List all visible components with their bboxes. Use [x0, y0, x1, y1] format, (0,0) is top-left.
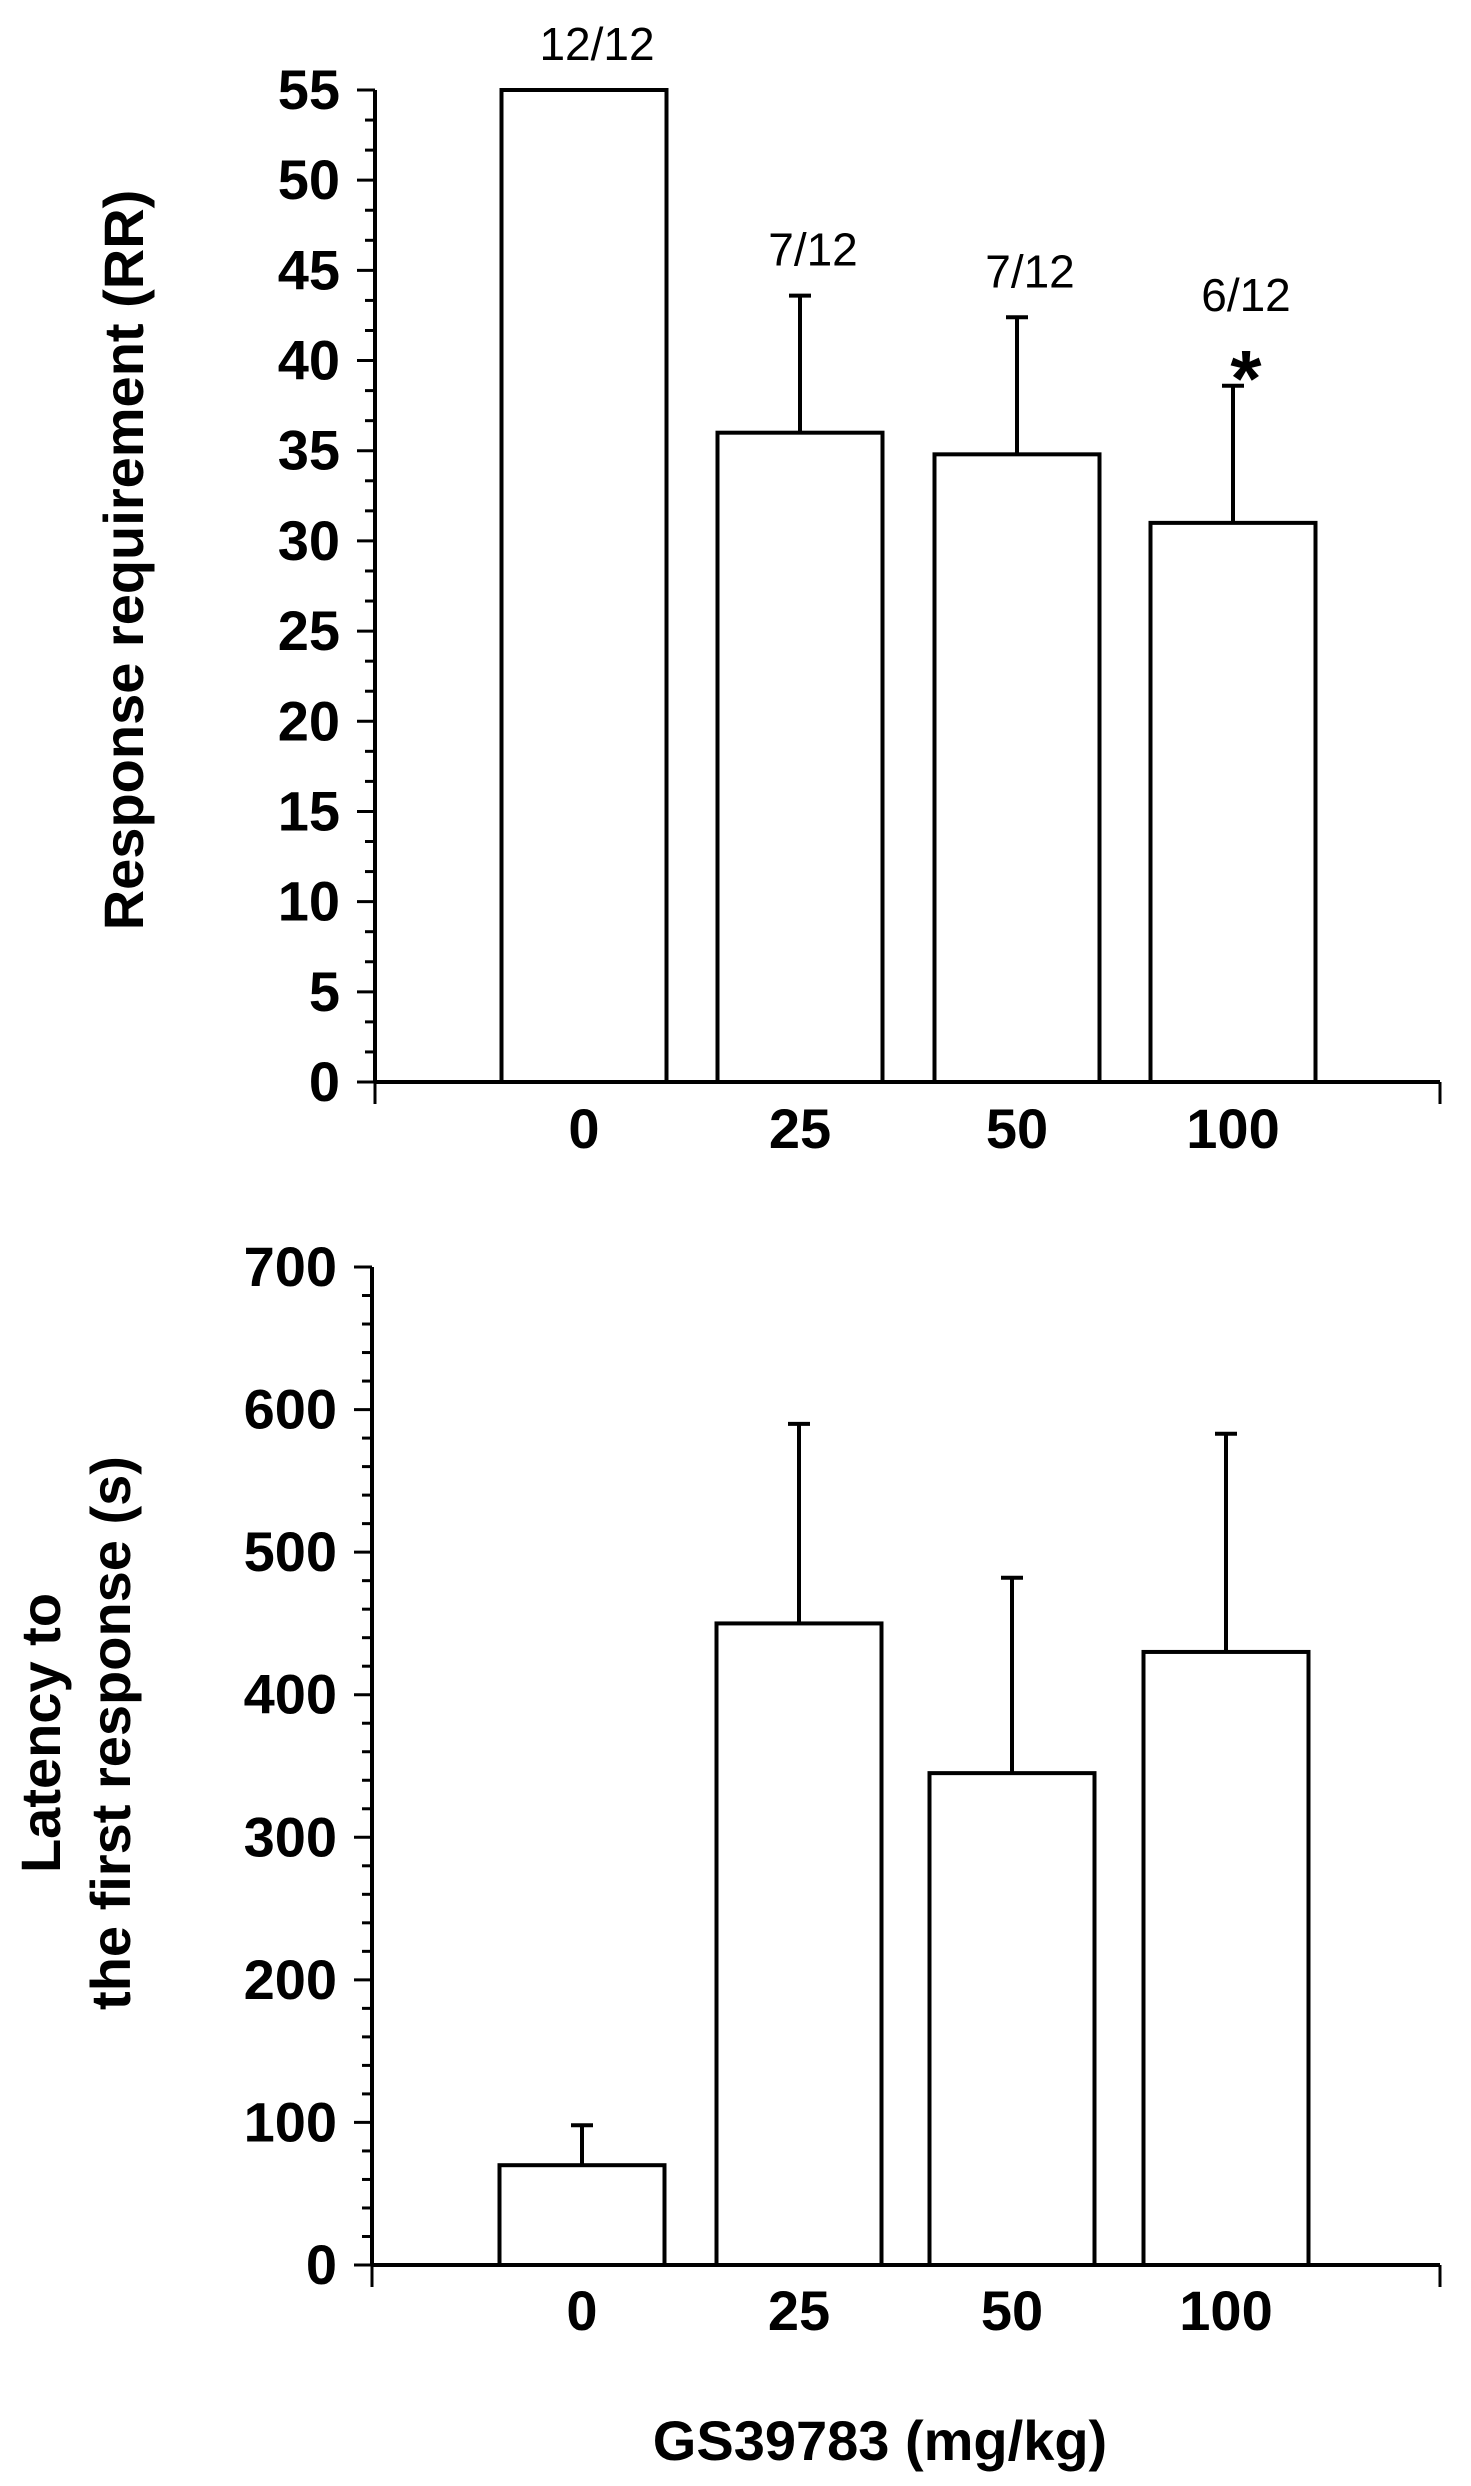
- bottom-chart-bar: [714, 1621, 884, 2267]
- top-chart-bar-annotation: 12/12: [539, 18, 654, 70]
- top-chart-bar: [1148, 520, 1318, 1084]
- bottom-chart-y-tick-label: 500: [244, 1520, 337, 1583]
- bottom-chart-y-tick-label: 200: [244, 1948, 337, 2011]
- top-chart-x-tick-label: 100: [1186, 1097, 1279, 1160]
- bottom-chart-y-tick-label: 100: [244, 2090, 337, 2153]
- top-chart-x-tick-label: 0: [568, 1097, 599, 1160]
- bottom-chart-y-axis-title-line-2: the first response (s): [79, 1456, 142, 2010]
- top-chart-y-tick-label: 55: [278, 58, 340, 121]
- bottom-chart-x-tick-label: 50: [981, 2279, 1043, 2342]
- top-chart-significance-marker: *: [1230, 334, 1262, 423]
- bottom-chart-y-tick-label: 0: [306, 2233, 337, 2296]
- top-chart: 0 5 10 15 20 25 30 35 40 45 50 55 0 12/12 25 7/12 50 7/12…: [278, 18, 1442, 1160]
- top-chart-y-tick-label: 50: [278, 148, 340, 211]
- top-chart-y-tick-label: 45: [278, 238, 340, 301]
- bottom-chart-x-axis-title: GS39783 (mg/kg): [653, 2409, 1107, 2472]
- top-chart-y-tick-label: 15: [278, 779, 340, 842]
- bottom-chart-x-tick-label: 0: [566, 2279, 597, 2342]
- bottom-chart: 0 100 200 300 400 500 600 700 0 25 50 100: [244, 1235, 1442, 2342]
- top-chart-y-tick-label: 35: [278, 419, 340, 482]
- top-chart-bar: [499, 88, 669, 1084]
- top-chart-x-tick-label: 25: [769, 1097, 831, 1160]
- top-chart-bar-annotation: 6/12: [1201, 269, 1291, 321]
- top-chart-y-tick-label: 10: [278, 870, 340, 933]
- bottom-chart-y-axis-title-line-1: Latency to: [9, 1593, 72, 1873]
- bottom-chart-y-tick-label: 600: [244, 1378, 337, 1441]
- bottom-chart-x-tick-label: 100: [1179, 2279, 1272, 2342]
- top-chart-bar-annotation: 7/12: [985, 245, 1075, 297]
- bottom-chart-x-tick-label: 25: [768, 2279, 830, 2342]
- top-chart-y-tick-label: 5: [309, 960, 340, 1023]
- top-chart-bar-annotation: 7/12: [768, 224, 858, 276]
- top-chart-y-tick-label: 25: [278, 599, 340, 662]
- bottom-chart-bar: [497, 2163, 667, 2267]
- bottom-chart-y-tick-label: 300: [244, 1805, 337, 1868]
- top-chart-bar: [715, 430, 885, 1084]
- top-chart-y-tick-label: 0: [309, 1050, 340, 1113]
- top-chart-bar: [932, 452, 1102, 1084]
- top-chart-y-tick-label: 20: [278, 689, 340, 752]
- bottom-chart-bar: [927, 1771, 1097, 2267]
- bottom-chart-y-tick-label: 400: [244, 1663, 337, 1726]
- top-chart-y-tick-label: 30: [278, 509, 340, 572]
- top-chart-y-axis-title: Response requirement (RR): [92, 190, 155, 931]
- bottom-chart-y-tick-label: 700: [244, 1235, 337, 1298]
- bottom-chart-bar: [1141, 1649, 1311, 2267]
- top-chart-y-tick-label: 40: [278, 329, 340, 392]
- top-chart-x-tick-label: 50: [986, 1097, 1048, 1160]
